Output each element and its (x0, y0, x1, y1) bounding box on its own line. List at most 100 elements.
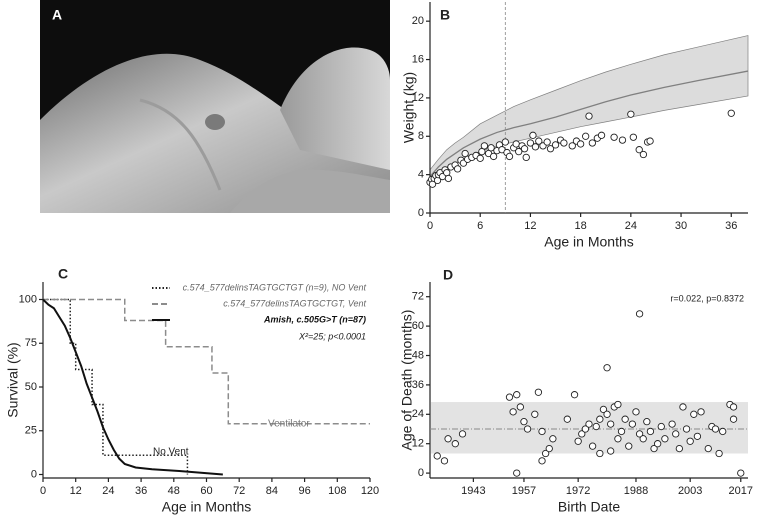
data-point (453, 165, 462, 173)
data-point (599, 405, 608, 414)
data-point (643, 417, 651, 426)
x-tick-label: 36 (725, 220, 737, 232)
data-point (629, 133, 638, 141)
data-point (505, 393, 514, 401)
data-point (444, 174, 453, 183)
data-point (618, 136, 627, 144)
data-point (693, 432, 702, 440)
x-tick-label: 96 (298, 485, 310, 497)
data-point (531, 410, 539, 418)
data-point (541, 449, 550, 458)
x-tick-label: 120 (361, 485, 379, 497)
data-point (560, 139, 568, 147)
data-point (719, 427, 727, 436)
data-point (614, 400, 622, 409)
y-tick-label: 72 (412, 291, 424, 303)
data-point (603, 364, 611, 372)
data-point (686, 437, 694, 445)
y-tick-label: 4 (418, 169, 424, 181)
x-tick-label: 24 (102, 485, 114, 497)
data-point (737, 469, 745, 477)
y-tick-label: 25 (25, 425, 37, 437)
data-point (596, 415, 604, 423)
annotation: No Vent (153, 447, 189, 458)
data-point (545, 444, 553, 453)
x-tick-label: 12 (70, 485, 82, 497)
y-tick-label: 50 (25, 381, 37, 393)
data-point (632, 408, 640, 416)
y-axis-title: Weight (kg) (401, 72, 417, 143)
data-point (625, 442, 633, 450)
data-point (715, 449, 723, 458)
data-point (526, 139, 535, 147)
data-point (520, 417, 528, 426)
data-point (603, 410, 611, 418)
data-point (543, 138, 551, 146)
data-point (516, 403, 524, 411)
y-tick-label: 36 (412, 379, 424, 391)
panel-label: B (440, 7, 450, 23)
data-point (729, 415, 738, 423)
legend-label: Amish, c.505G>T (n=87) (263, 314, 366, 324)
data-point (563, 415, 571, 423)
y-tick-label: 16 (412, 53, 424, 65)
y-tick-label: 0 (418, 467, 424, 479)
data-point (650, 444, 658, 453)
data-point (585, 112, 593, 120)
legend-label: c.574_577delinsTAGTGCTGT, Vent (223, 298, 366, 308)
annotation: Ventilator (268, 419, 310, 430)
stat-label: X²=25; p<0.0001 (298, 331, 366, 341)
photo (40, 0, 390, 213)
data-point (574, 437, 582, 445)
survival-curve (43, 298, 370, 425)
data-point (679, 403, 687, 411)
x-tick-label: 12 (524, 220, 536, 232)
data-point (675, 444, 683, 453)
data-point (727, 109, 735, 117)
data-point (654, 440, 662, 448)
x-tick-label: 0 (40, 485, 46, 497)
x-tick-label: 84 (266, 485, 278, 497)
data-point (535, 137, 543, 145)
y-axis-title: Survival (%) (5, 342, 21, 417)
data-point (729, 403, 738, 411)
x-tick-label: 2003 (678, 485, 702, 497)
data-point (476, 154, 484, 162)
data-point (551, 141, 560, 149)
x-tick-label: 1972 (566, 485, 590, 497)
data-point (549, 435, 557, 443)
data-point (607, 420, 615, 428)
data-point (607, 447, 615, 455)
data-point (646, 427, 655, 436)
data-point (487, 144, 495, 152)
data-point (520, 145, 529, 153)
data-point (668, 420, 676, 428)
x-tick-label: 48 (168, 485, 180, 497)
data-point (588, 139, 596, 147)
data-point (523, 425, 532, 433)
data-point (596, 449, 604, 458)
data-point (635, 146, 643, 154)
x-axis-title: Age in Months (162, 499, 252, 515)
data-point (639, 435, 647, 443)
data-point (444, 435, 452, 443)
data-point (505, 152, 514, 161)
data-point (661, 435, 669, 443)
data-point (635, 310, 644, 318)
panel-label: C (58, 266, 68, 282)
data-point (538, 427, 546, 436)
data-point (570, 391, 579, 399)
data-point (582, 132, 590, 140)
annotation: r=0.022, p=0.8372 (670, 293, 744, 303)
survival-curve (42, 298, 223, 476)
data-point (711, 425, 720, 433)
data-point (513, 469, 521, 477)
data-point (501, 138, 509, 146)
y-tick-label: 60 (412, 320, 424, 332)
data-point (515, 147, 523, 156)
y-tick-label: 20 (412, 15, 424, 27)
data-point (440, 457, 449, 465)
x-tick-label: 36 (135, 485, 147, 497)
y-axis-title: Age of Death (months) (399, 310, 415, 451)
